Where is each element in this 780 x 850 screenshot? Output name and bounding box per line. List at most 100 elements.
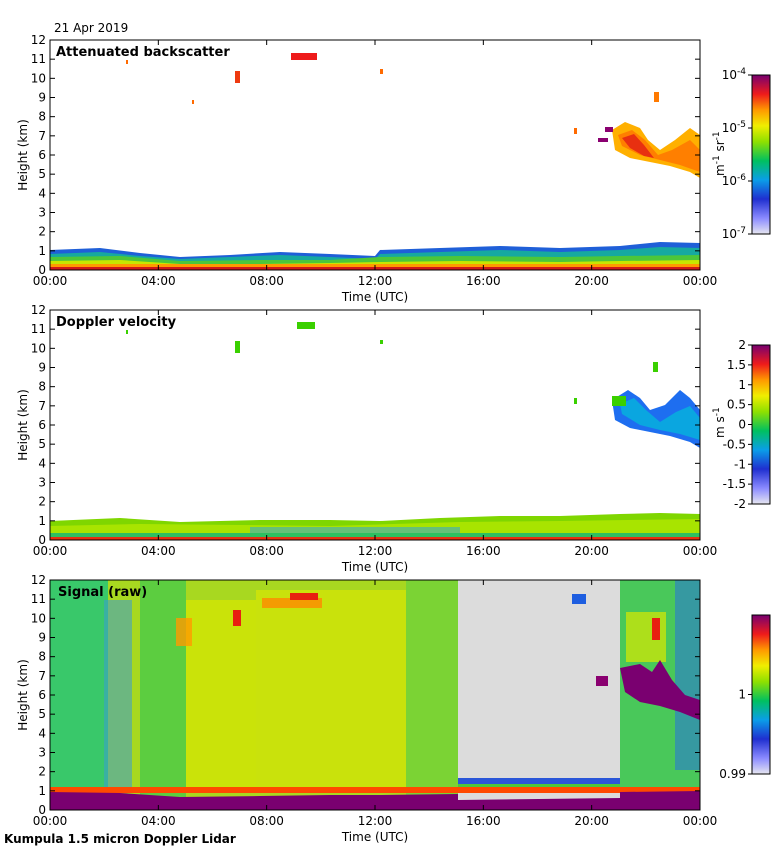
sig-cirrus-red	[652, 618, 660, 640]
backscatter-data	[50, 53, 700, 270]
colorbar-tick-label: -1	[734, 457, 746, 471]
x-tick-label: 08:00	[249, 814, 284, 828]
signal-data	[50, 580, 700, 810]
vel-speck	[380, 340, 383, 344]
x-tick-label: 20:00	[574, 274, 609, 288]
y-tick-label: 0	[38, 263, 46, 277]
unit-part: m	[713, 164, 727, 176]
colorbar-tick-label: 2	[738, 338, 746, 352]
y-tick-label: 0	[38, 533, 46, 547]
y-tick-label: 0	[38, 803, 46, 817]
signal-colorbar-ticks: 10.99	[719, 688, 752, 781]
x-tick-label: 04:00	[141, 814, 176, 828]
x-tick-label: 00:00	[683, 544, 718, 558]
backscatter-colorbar	[751, 74, 771, 235]
instrument-label: Kumpula 1.5 micron Doppler Lidar	[4, 832, 236, 846]
backscatter-colorbar-ticks: 10-410-510-610-7	[722, 67, 752, 241]
y-tick-label: 2	[38, 225, 46, 239]
y-tick-label: 3	[38, 206, 46, 220]
y-tick-label: 4	[38, 186, 46, 200]
y-tick-label: 8	[38, 380, 46, 394]
sig-yellow-band	[186, 600, 256, 790]
x-tick-label: 16:00	[466, 814, 501, 828]
vel-cirrus-core	[620, 398, 700, 440]
x-tick-label: 04:00	[141, 544, 176, 558]
velocity-y-axis-title: Height (km)	[16, 389, 30, 460]
sig-green-band	[50, 580, 108, 800]
sig-surface-purple	[50, 791, 700, 810]
colorbar-tick-label: 1.5	[727, 358, 746, 372]
sig-red-blob	[233, 610, 241, 626]
signal-colorbar	[751, 614, 771, 775]
signal-x-axis-title: Time (UTC)	[341, 830, 408, 844]
y-tick-label: 3	[38, 476, 46, 490]
sig-gap-bl-blue	[458, 778, 620, 784]
velocity-colorbar	[751, 344, 771, 505]
backscatter-colorbar-unit: m-1 sr-1	[712, 131, 727, 176]
x-tick-label: 16:00	[466, 274, 501, 288]
signal-y-axis-title: Height (km)	[16, 659, 30, 730]
x-tick-label: 20:00	[574, 814, 609, 828]
y-tick-label: 5	[38, 437, 46, 451]
y-tick-label: 7	[38, 669, 46, 683]
x-tick-label: 16:00	[466, 544, 501, 558]
tick-exponent: -4	[737, 67, 746, 77]
sig-yellow-band	[256, 590, 406, 790]
colorbar-tick-label: 1	[738, 378, 746, 392]
bsc-cirrus-blob2	[598, 138, 608, 142]
y-tick-label: 2	[38, 765, 46, 779]
backscatter-x-axis-title: Time (UTC)	[341, 290, 408, 304]
bsc-cirrus-purple	[605, 127, 613, 132]
colorbar-tick-label: -0.5	[723, 437, 746, 451]
x-tick-label: 00:00	[683, 814, 718, 828]
sig-red-blob	[290, 593, 318, 600]
vel-cirrus-green	[653, 362, 658, 372]
y-tick-label: 1	[38, 784, 46, 798]
sig-orange-streak	[176, 618, 192, 646]
x-tick-label: 12:00	[358, 814, 393, 828]
unit-part: m s	[713, 416, 727, 438]
x-tick-label: 04:00	[141, 274, 176, 288]
y-tick-label: 9	[38, 631, 46, 645]
y-tick-label: 12	[31, 303, 46, 317]
sig-right-blue	[675, 580, 700, 770]
y-tick-label: 9	[38, 361, 46, 375]
y-tick-label: 7	[38, 399, 46, 413]
sig-gap-bl-green	[458, 784, 620, 788]
sig-blue-band	[104, 600, 132, 790]
sig-green-band	[406, 580, 458, 800]
x-tick-label: 00:00	[33, 544, 68, 558]
colorbar-tick-label: 0.5	[727, 398, 746, 412]
signal-title: Signal (raw)	[58, 585, 147, 600]
y-tick-label: 9	[38, 91, 46, 105]
vel-speck	[235, 341, 240, 353]
x-tick-label: 00:00	[33, 274, 68, 288]
backscatter-y-axis-title: Height (km)	[16, 119, 30, 190]
bsc-high-return	[654, 92, 659, 102]
velocity-title: Doppler velocity	[56, 315, 177, 330]
unit-superscript: -1	[712, 131, 722, 140]
colorbar-tick-label: -2	[734, 497, 746, 511]
velocity-x-ticks: 00:00 04:00 08:00 12:00 16:00 20:00 00:00	[33, 310, 718, 558]
x-tick-label: 12:00	[358, 274, 393, 288]
y-tick-label: 6	[38, 688, 46, 702]
bsc-speck	[192, 100, 194, 104]
tick-base: 10	[722, 227, 737, 241]
bsc-speck	[126, 60, 128, 64]
vel-speck	[574, 398, 577, 404]
colorbar-tick-label: 10-4	[722, 67, 747, 82]
vel-speck	[126, 330, 128, 334]
y-tick-label: 10	[31, 611, 46, 625]
y-tick-label: 6	[38, 418, 46, 432]
y-tick-label: 5	[38, 707, 46, 721]
date-label: 21 Apr 2019	[54, 21, 128, 35]
y-tick-label: 12	[31, 573, 46, 587]
backscatter-frame	[49, 39, 701, 271]
y-tick-label: 2	[38, 495, 46, 509]
sig-orange-layer	[262, 598, 322, 608]
y-tick-label: 6	[38, 148, 46, 162]
tick-exponent: -7	[737, 226, 746, 236]
colorbar-tick-label: 10-7	[722, 226, 746, 241]
